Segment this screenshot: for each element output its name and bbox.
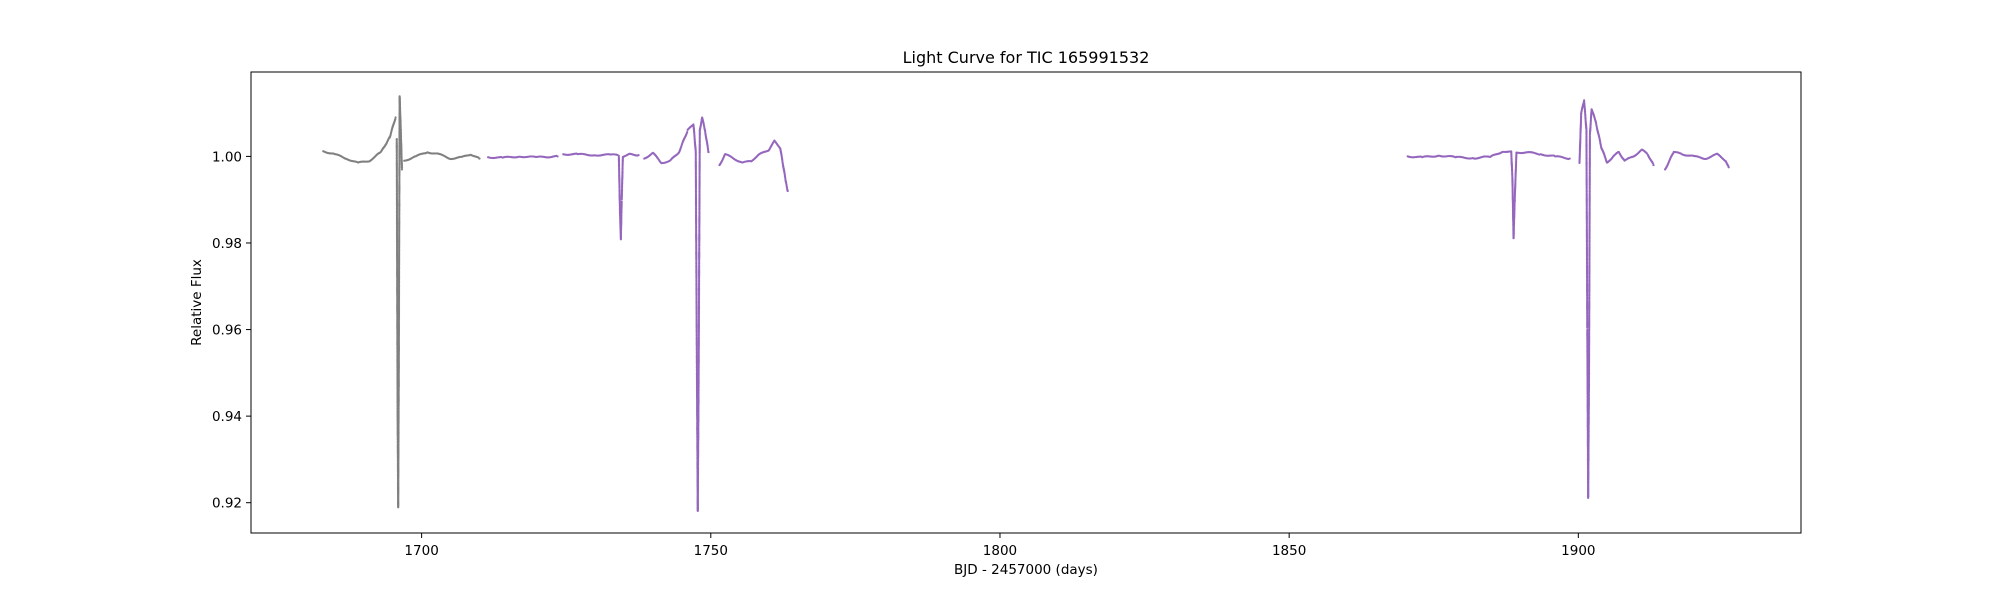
x-axis-label: BJD - 2457000 (days) (954, 562, 1098, 578)
plot-frame (250, 71, 1802, 534)
data-point (400, 166, 404, 169)
data-point (1588, 134, 1591, 138)
x-tick-label: 1800 (983, 543, 1017, 559)
y-axis-label: Relative Flux (189, 259, 205, 346)
data-point (1652, 163, 1655, 167)
data-point (394, 118, 397, 121)
data-point (686, 130, 689, 134)
data-point (1651, 162, 1655, 165)
data-point (1727, 166, 1730, 169)
data-point (786, 189, 789, 193)
data-point (620, 200, 623, 203)
x-tick-label: 1900 (1561, 543, 1595, 559)
data-marks (322, 95, 1730, 512)
data-point (400, 168, 404, 171)
x-tick-label: 1700 (404, 543, 438, 559)
y-tick-label: 0.94 (212, 409, 242, 425)
y-tick-label: 0.92 (212, 496, 242, 512)
x-tick-label: 1750 (694, 543, 728, 559)
y-tick-label: 1.00 (212, 149, 242, 165)
data-point (1568, 157, 1571, 160)
series-1-points (487, 99, 1730, 512)
data-point (1586, 326, 1589, 329)
data-point (707, 150, 710, 154)
y-tick-label: 0.96 (212, 323, 242, 339)
data-point (394, 116, 397, 119)
x-tick-label: 1850 (1272, 543, 1306, 559)
y-tick-label: 0.98 (212, 236, 242, 252)
y-axis-ticks: 0.92 0.94 0.96 0.98 1.00 (212, 149, 251, 512)
series-0-points (322, 95, 481, 509)
data-point (556, 155, 559, 158)
data-point (637, 154, 640, 157)
data-point (478, 157, 481, 160)
x-axis-ticks: 1700 1750 1800 1850 1900 (404, 533, 1596, 559)
chart-title: Light Curve for TIC 165991532 (903, 48, 1150, 67)
